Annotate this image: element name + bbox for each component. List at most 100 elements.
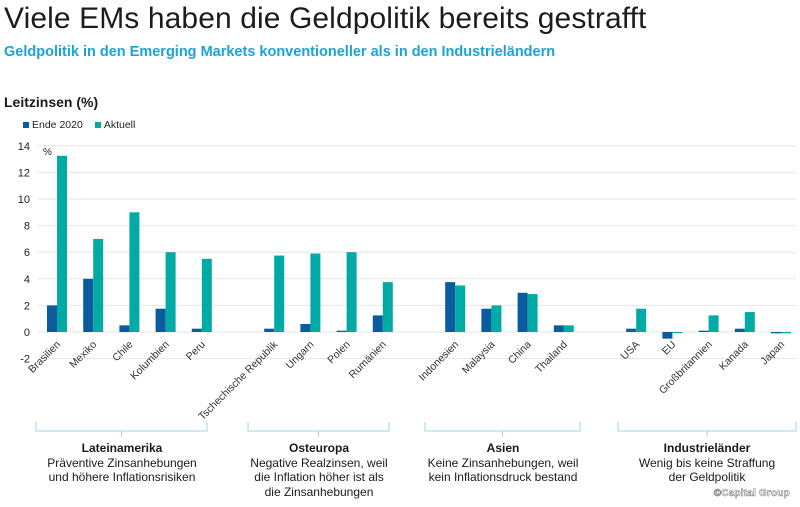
bar-ende-2020-kolumbien [155, 308, 166, 332]
y-tick-label: 4 [24, 274, 30, 286]
y-tick-label: 14 [18, 141, 30, 153]
bar-ende-2020-peru [191, 328, 202, 332]
legend-item-ende-2020: Ende 2020 [23, 119, 83, 131]
group-description-line: Wenig bis keine Straffung [638, 455, 776, 470]
y-tick-label: 8 [24, 221, 30, 233]
bar-aktuell-indonesien [455, 285, 466, 332]
group-asien: Asien Keine Zinsanhebungen, weil kein In… [418, 441, 588, 485]
group-name: Osteuropa [288, 441, 349, 455]
group-description-line: der Geldpolitik [668, 470, 746, 484]
bar-aktuell-chile [129, 212, 140, 332]
group-lateinamerika: Lateinamerika Präventive Zinsanhebungen … [36, 441, 208, 485]
bar-ende-2020-indonesien [445, 282, 456, 332]
group-bracket-asien [424, 422, 581, 437]
bar-aktuell-malaysia [491, 305, 502, 332]
group-industrielaender: Industrieländer Wenig bis keine Straffun… [618, 441, 796, 485]
x-tick-label: Peru [184, 339, 208, 363]
y-tick-label: 10 [18, 194, 30, 206]
bar-ende-2020-brasilien [47, 305, 57, 332]
legend-swatch-aktuell [94, 122, 101, 128]
group-name: Industrieländer [663, 441, 751, 455]
x-tick-label: Mexiko [67, 339, 99, 371]
y-unit-label: % [43, 147, 52, 158]
group-name: Lateinamerika [81, 441, 163, 455]
bar-aktuell-großbritannien [708, 315, 719, 332]
group-osteuropa: Osteuropa Negative Realzinsen, weil die … [238, 441, 400, 499]
bar-aktuell-peru [201, 258, 212, 332]
bar-aktuell-kolumbien [165, 252, 176, 332]
group-description-line: die Zinsanhebungen [264, 484, 374, 499]
bar-ende-2020-kanada [734, 328, 745, 332]
bar-aktuell-ungarn [310, 253, 321, 332]
group-description-line: die Inflation höher ist als [254, 470, 384, 484]
x-tick-label: Brasilien [26, 339, 63, 376]
x-tick-label: Kolumbien [128, 339, 172, 383]
copyright-logo: ©Capital Group [713, 488, 790, 500]
legend-label: Ende 2020 [32, 119, 83, 131]
bar-aktuell-thailand [563, 325, 574, 332]
bar-ende-2020-tschechische-republik [264, 328, 275, 332]
x-tick-label: Thailand [533, 339, 570, 376]
group-description-line: Keine Zinsanhebungen, weil [427, 455, 579, 470]
bar-aktuell-polen [346, 252, 357, 332]
x-tick-label: Polen [325, 339, 353, 367]
bar-ende-2020-thailand [553, 325, 564, 332]
bar-ende-2020-mexiko [83, 278, 94, 332]
x-tick-label: Chile [110, 339, 136, 365]
x-tick-label: Kanada [717, 339, 751, 373]
x-tick-label: Japan [758, 339, 787, 368]
group-description-line: Negative Realzinsen, weil [250, 455, 388, 470]
y-tick-label: -2 [20, 354, 30, 366]
bar-ende-2020-usa [626, 328, 637, 332]
bar-aktuell-mexiko [93, 238, 104, 332]
group-bracket-lateinamerika [35, 422, 208, 437]
group-name: Asien [486, 441, 520, 455]
bar-ende-2020-chile [119, 325, 130, 332]
x-tick-label: China [506, 339, 534, 367]
group-description-line: Präventive Zinsanhebungen [47, 455, 197, 470]
bar-aktuell-china [527, 294, 538, 332]
group-bracket-osteuropa [247, 422, 390, 437]
x-tick-label: Indonesien [416, 339, 461, 384]
bar-ende-2020-japan [771, 332, 781, 334]
x-tick-label: Malaysia [460, 339, 498, 377]
bar-ende-2020-ungarn [300, 324, 311, 332]
bar-ende-2020-china [517, 292, 528, 332]
x-tick-label: Tschechische Republik [196, 338, 281, 423]
bar-aktuell-eu [672, 332, 683, 334]
group-description-line: und höhere Inflationsrisiken [48, 470, 196, 484]
bar-ende-2020-polen [336, 330, 347, 332]
group-brackets [35, 422, 797, 437]
bars [47, 155, 791, 339]
chart-title: Leitzinsen (%) [4, 94, 99, 110]
y-tick-label: 12 [18, 167, 30, 179]
bar-ende-2020-eu [662, 332, 673, 339]
bar-aktuell-rumänien [382, 282, 393, 332]
legend-item-aktuell: Aktuell [94, 119, 136, 131]
bar-ende-2020-malaysia [481, 308, 492, 332]
legend-swatch-ende-2020 [23, 122, 29, 128]
chart-legend: Ende 2020 Aktuell [23, 119, 135, 131]
bar-aktuell-tschechische-republik [274, 255, 285, 332]
y-tick-label: 2 [24, 300, 30, 312]
bar-ende-2020-großbritannien [698, 330, 709, 332]
y-axis-ticks: -2 0 2 4 6 8 10 12 14 [18, 141, 30, 366]
group-bracket-industrieländer [617, 422, 797, 437]
group-description-line: kein Inflationsdruck bestand [428, 470, 578, 484]
bar-ende-2020-rumänien [372, 315, 383, 332]
x-tick-label: Ungarn [284, 339, 317, 372]
page-subtitle: Geldpolitik in den Emerging Markets konv… [4, 44, 556, 60]
page-title: Viele EMs haben die Geldpolitik bereits … [4, 2, 647, 35]
gridlines [38, 145, 796, 360]
bar-aktuell-brasilien [57, 155, 67, 332]
bar-aktuell-usa [636, 308, 647, 332]
y-tick-label: 0 [24, 327, 30, 339]
x-tick-label: EU [660, 339, 679, 358]
bar-aktuell-japan [781, 332, 791, 334]
y-tick-label: 6 [24, 247, 30, 259]
bar-aktuell-kanada [744, 312, 755, 332]
legend-label: Aktuell [103, 119, 136, 131]
x-tick-label: Rumänien [347, 339, 389, 381]
